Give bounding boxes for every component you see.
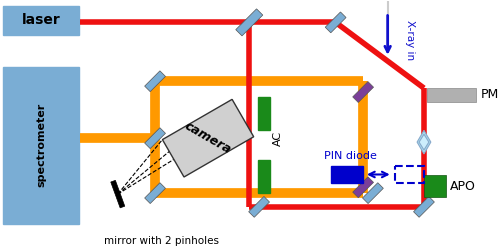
Text: laser: laser xyxy=(22,13,60,27)
Bar xyxy=(394,166,424,183)
Polygon shape xyxy=(352,177,374,198)
Text: AC: AC xyxy=(273,131,283,146)
Polygon shape xyxy=(162,99,254,177)
Polygon shape xyxy=(236,9,263,36)
Bar xyxy=(3,6,80,35)
Polygon shape xyxy=(144,183,166,203)
Polygon shape xyxy=(414,196,434,217)
Polygon shape xyxy=(417,130,431,154)
Text: APO: APO xyxy=(450,180,475,193)
Text: X-ray in: X-ray in xyxy=(406,20,415,61)
Polygon shape xyxy=(419,134,429,150)
Text: spectrometer: spectrometer xyxy=(36,103,46,187)
Polygon shape xyxy=(144,128,166,149)
Polygon shape xyxy=(144,71,166,92)
Bar xyxy=(258,97,270,130)
Bar xyxy=(3,66,80,224)
Bar xyxy=(424,176,446,197)
Text: PIN diode: PIN diode xyxy=(324,151,377,161)
Bar xyxy=(427,88,476,102)
Bar xyxy=(258,160,270,193)
Bar xyxy=(330,166,363,183)
Polygon shape xyxy=(362,183,384,203)
Polygon shape xyxy=(111,180,125,208)
Text: PM: PM xyxy=(481,88,499,102)
Polygon shape xyxy=(325,12,346,33)
Text: camera: camera xyxy=(182,120,234,157)
Polygon shape xyxy=(352,82,374,102)
Text: mirror with 2 pinholes: mirror with 2 pinholes xyxy=(104,236,220,246)
Polygon shape xyxy=(248,196,270,217)
